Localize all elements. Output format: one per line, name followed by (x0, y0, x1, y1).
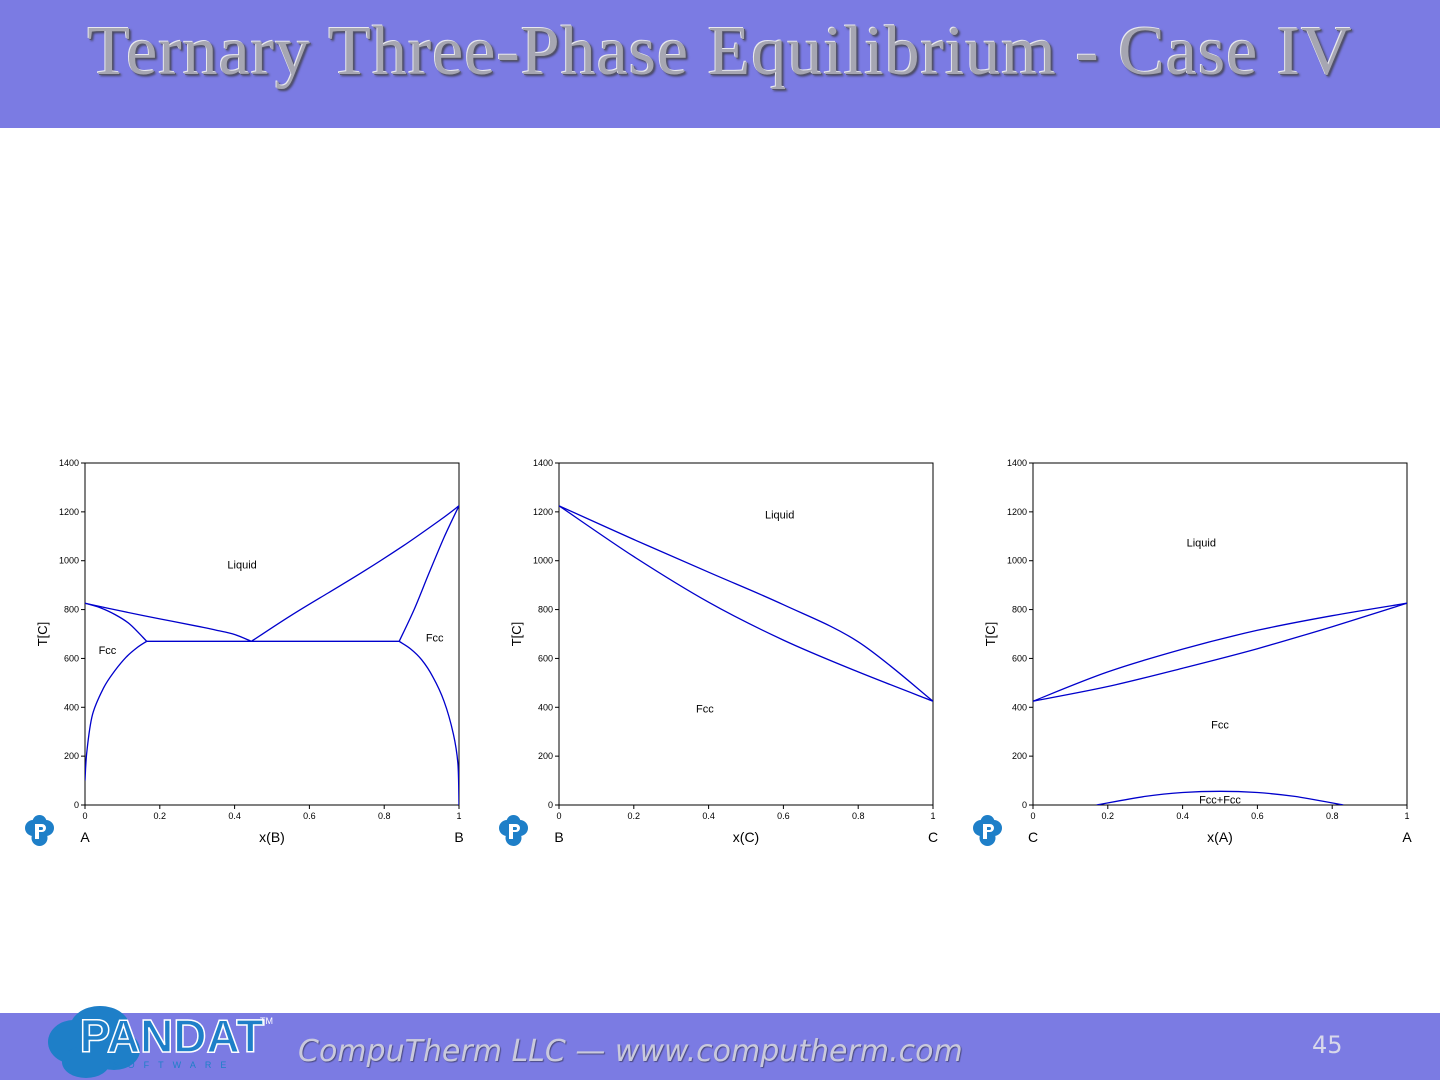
chart1-pandat-icon (25, 815, 54, 846)
chart1-y-tick-label: 1400 (59, 458, 79, 468)
chart1-region-label: Fcc (99, 645, 117, 657)
chart1-phase-boundary-4 (251, 505, 459, 642)
chart1-x-tick-label: 0 (82, 811, 87, 821)
page-number: 45 (1312, 1031, 1343, 1059)
chart2-y-tick-label: 600 (538, 653, 553, 663)
chart1-y-tick-label: 0 (74, 800, 79, 810)
chart1-y-tick-label: 1000 (59, 556, 79, 566)
chart1-region-label: Liquid (227, 559, 256, 571)
pandat-logo-icon: PANDAT SOFTWARE TM (34, 1000, 274, 1085)
chart3-y-tick-label: 0 (1022, 800, 1027, 810)
chart1-left-component-label: A (80, 829, 90, 845)
chart3-y-axis-label: T[C] (983, 622, 998, 647)
chart2-y-tick-label: 400 (538, 702, 553, 712)
chart1-right-component-label: B (454, 829, 463, 845)
chart1-phase-boundary-5 (398, 505, 459, 642)
chart3-x-tick-label: 0.2 (1102, 811, 1115, 821)
chart3-y-tick-label: 200 (1012, 751, 1027, 761)
chart3-region-label: Liquid (1187, 537, 1216, 549)
chart1-x-tick-label: 0.6 (303, 811, 316, 821)
footer-text: CompuTherm LLC — www.computherm.com (298, 1034, 963, 1069)
phase-diagram-b-c: 0 0.2 0.4 0.6 0.8 1 0 200 400 600 800 1000 1200 1400 x… (494, 450, 944, 860)
chart2-x-tick-label: 0.6 (777, 811, 790, 821)
chart3-pandat-icon (973, 815, 1002, 846)
chart3-x-tick-label: 0.8 (1326, 811, 1339, 821)
chart1-phase-boundary-7 (398, 640, 459, 805)
chart1-x-tick-label: 0.4 (228, 811, 241, 821)
chart3-right-component-label: A (1402, 829, 1412, 845)
chart3-phase-boundary-2 (1033, 602, 1407, 702)
chart2-x-tick-label: 0 (556, 811, 561, 821)
chart3-region-label: Fcc+Fcc (1199, 795, 1241, 807)
chart2-x-tick-label: 1 (930, 811, 935, 821)
chart2-y-tick-label: 200 (538, 751, 553, 761)
chart2-y-tick-label: 800 (538, 605, 553, 615)
chart2-x-axis-label: x(C) (733, 829, 759, 845)
chart1-x-axis-label: x(B) (259, 829, 285, 845)
chart2-x-tick-label: 0.8 (852, 811, 865, 821)
slide-title: Ternary Three-Phase Equilibrium - Case I… (87, 13, 1353, 90)
chart3-phase-boundary-3 (1096, 790, 1344, 805)
phase-diagram-c-a: 0 0.2 0.4 0.6 0.8 1 0 200 400 600 800 1000 1200 1400 x… (968, 450, 1418, 860)
chart1-y-tick-label: 800 (64, 605, 79, 615)
logo-tm: TM (260, 1016, 273, 1026)
chart1-phase-boundary-6 (85, 640, 148, 781)
chart3-x-axis-label: x(A) (1207, 829, 1233, 845)
chart1-x-tick-label: 1 (456, 811, 461, 821)
chart2-y-tick-label: 1000 (533, 556, 553, 566)
chart1-x-tick-label: 0.8 (378, 811, 391, 821)
chart2-x-tick-label: 0.2 (628, 811, 641, 821)
chart2-phase-boundary-1 (559, 505, 933, 702)
chart1-y-axis-label: T[C] (35, 622, 50, 647)
chart3-y-tick-label: 1400 (1007, 458, 1027, 468)
title-bar (0, 0, 1440, 128)
logo-subtext: SOFTWARE (113, 1060, 236, 1070)
chart3-left-component-label: C (1028, 829, 1038, 845)
chart1-y-tick-label: 600 (64, 653, 79, 663)
chart3-phase-boundary-1 (1033, 602, 1407, 702)
chart2-y-tick-label: 0 (548, 800, 553, 810)
chart2-y-axis-label: T[C] (509, 622, 524, 647)
chart2-region-label: Fcc (696, 704, 714, 716)
chart3-y-tick-label: 400 (1012, 702, 1027, 712)
chart2-y-tick-label: 1200 (533, 507, 553, 517)
chart3-region-label: Fcc (1211, 719, 1229, 731)
chart1-phase-boundary-2 (85, 602, 252, 642)
chart3-x-tick-label: 0.6 (1251, 811, 1264, 821)
chart3-x-tick-label: 0 (1030, 811, 1035, 821)
chart1-y-tick-label: 1200 (59, 507, 79, 517)
logo-text: PANDAT (80, 1010, 265, 1062)
chart3-y-tick-label: 1200 (1007, 507, 1027, 517)
chart2-x-tick-label: 0.4 (702, 811, 715, 821)
chart1-plot-frame (84, 462, 460, 806)
chart3-y-tick-label: 800 (1012, 605, 1027, 615)
chart3-x-tick-label: 1 (1404, 811, 1409, 821)
footer-bar (0, 1013, 1440, 1080)
chart3-plot-frame (1032, 462, 1408, 806)
chart2-pandat-icon (499, 815, 528, 846)
chart1-x-tick-label: 0.2 (154, 811, 167, 821)
chart2-right-component-label: C (928, 829, 938, 845)
chart1-region-label: Fcc (426, 633, 444, 645)
chart2-y-tick-label: 1400 (533, 458, 553, 468)
chart2-left-component-label: B (554, 829, 563, 845)
chart2-plot-frame (558, 462, 934, 806)
chart3-y-tick-label: 600 (1012, 653, 1027, 663)
chart3-x-tick-label: 0.4 (1176, 811, 1189, 821)
phase-diagram-a-b: 0 0.2 0.4 0.6 0.8 1 0 200 400 600 800 1000 1200 1400 x… (20, 450, 470, 860)
chart1-phase-boundary-1 (85, 602, 148, 642)
chart3-y-tick-label: 1000 (1007, 556, 1027, 566)
chart1-y-tick-label: 200 (64, 751, 79, 761)
chart2-region-label: Liquid (765, 509, 794, 521)
chart1-y-tick-label: 400 (64, 702, 79, 712)
chart2-phase-boundary-2 (559, 505, 933, 702)
